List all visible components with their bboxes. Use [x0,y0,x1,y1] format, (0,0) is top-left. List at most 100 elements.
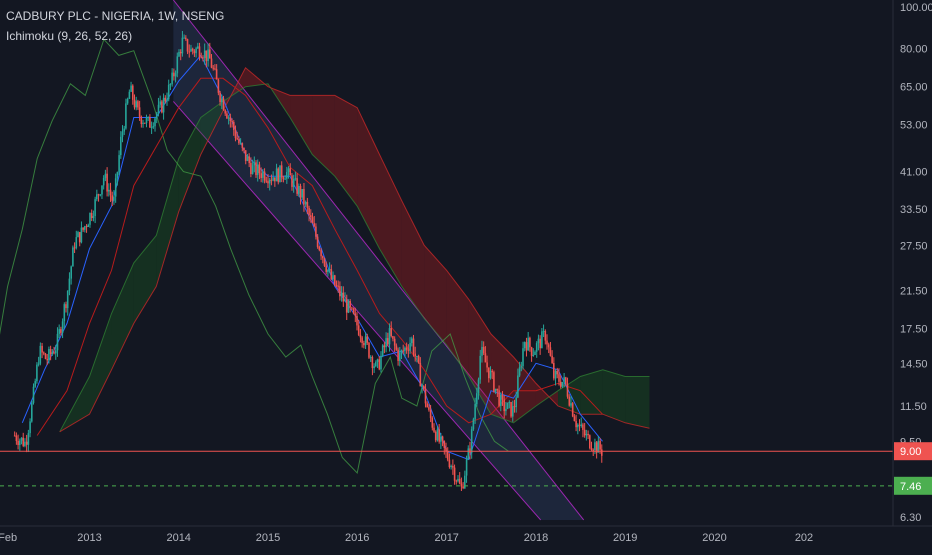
candle-body [450,466,452,467]
candle-body [509,402,511,403]
candle-body [252,165,254,174]
candle-body [91,213,93,218]
candle-body [502,395,504,400]
candle-body [113,197,115,201]
candle-body [67,291,69,308]
candle-body [139,107,141,116]
y-tick-label: 6.30 [900,512,921,524]
candle-body [517,376,519,398]
candle-body [79,232,81,242]
candle-body [449,460,451,467]
candle-body [158,105,160,114]
candle-body [69,279,71,291]
candle-body [385,338,387,347]
candle-body [98,194,100,195]
candle-body [507,403,509,409]
candle-body [125,103,127,128]
candle-body [221,99,223,103]
candle-body [456,481,458,482]
candle-body [137,101,139,107]
candle-body [526,342,528,350]
candle-body [147,117,149,118]
candle-body [86,226,88,227]
candle-body [399,353,401,361]
candle-body [110,190,112,195]
candle-body [466,459,468,475]
candle-body [284,179,286,180]
candle-body [209,50,211,59]
candle-body [387,338,389,344]
candle-body [55,350,57,353]
candle-body [527,338,529,351]
candle-body [48,349,50,360]
x-tick-label: 202 [795,532,813,544]
candle-body [567,384,569,397]
candle-body [264,172,266,181]
candle-body [266,181,268,182]
candle-body [355,314,357,316]
cloud-segment [603,370,625,423]
x-tick-label: Feb [0,532,17,544]
candle-body [341,293,343,297]
candle-body [555,371,557,379]
candle-body [454,468,456,481]
candle-body [550,347,552,356]
indicator-label[interactable]: Ichimoku (9, 26, 52, 26) [6,26,224,46]
y-tick-label: 53.00 [900,119,928,131]
candle-body [461,484,463,487]
candle-body [479,356,481,380]
candle-body [165,98,167,102]
candle-body [257,165,259,176]
candle-body [281,165,283,177]
candle-body [380,356,382,370]
candle-body [594,442,596,450]
candle-body [118,155,120,172]
candle-body [100,195,102,196]
candle-body [515,398,517,408]
candle-body [144,123,146,124]
candle-body [212,68,214,69]
candle-body [26,442,28,445]
candle-body [469,448,471,452]
candle-body [94,199,96,216]
candle-body [313,223,315,226]
candle-body [291,175,293,187]
candle-body [74,248,76,249]
candle-body [363,343,365,345]
candle-body [22,438,24,446]
candle-body [154,118,156,126]
candle-body [348,301,350,313]
candle-body [242,143,244,148]
candle-body [14,436,16,437]
candle-body [111,195,113,201]
candle-body [52,352,54,354]
candle-body [337,286,339,287]
candle-body [70,266,72,278]
candle-body [93,216,95,218]
y-tick-label: 17.50 [900,324,928,336]
candle-body [442,437,444,441]
candle-body [373,366,375,368]
candle-body [278,169,280,183]
candle-body [360,335,362,338]
candle-body [62,321,64,333]
candle-body [243,148,245,150]
candle-body [255,162,257,175]
candle-body [166,99,168,101]
candle-body [519,367,521,375]
candle-body [423,386,425,389]
candle-body [599,441,601,450]
x-tick-label: 2014 [166,532,190,544]
candle-body [293,179,295,187]
candle-body [89,213,91,225]
candle-body [495,389,497,392]
candle-body [36,365,38,381]
candle-body [259,165,261,174]
symbol-title[interactable]: CADBURY PLC - NIGERIA, 1W, NSENG [6,6,224,26]
candle-body [19,441,21,445]
candle-body [288,168,290,172]
candle-body [161,101,163,112]
candle-body [211,59,213,68]
